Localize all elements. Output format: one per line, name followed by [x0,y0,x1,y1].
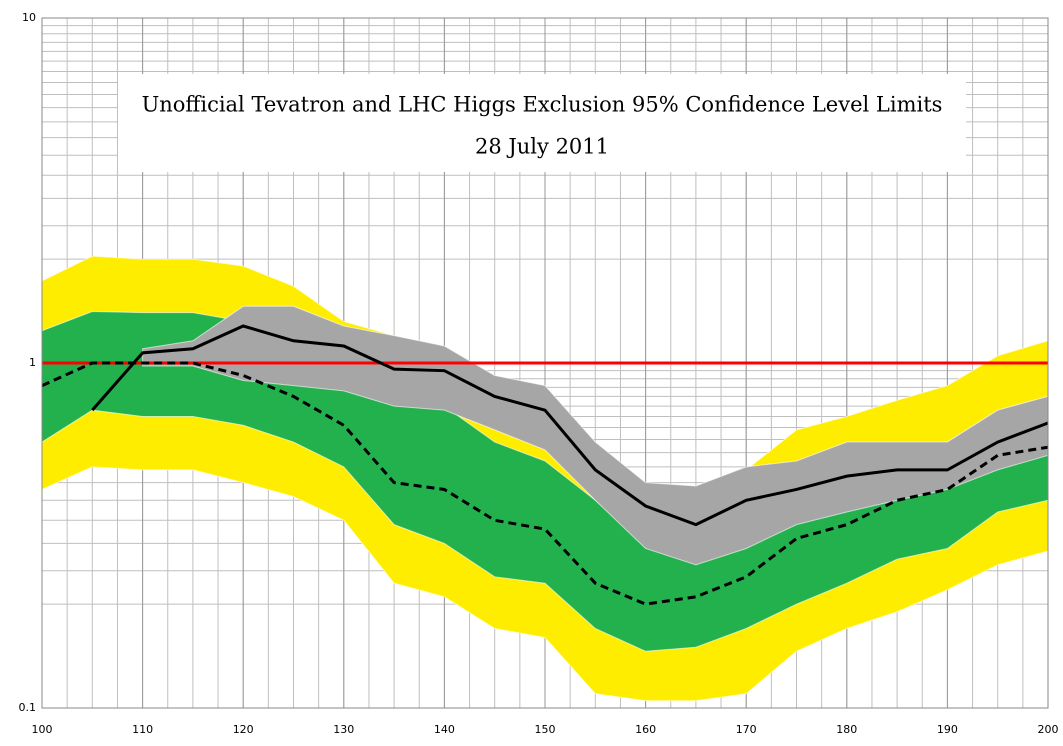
x-tick-label: 110 [132,723,153,736]
y-tick-label: 10 [22,11,36,24]
x-tick-label: 120 [233,723,254,736]
x-tick-label: 130 [333,723,354,736]
x-tick-label: 190 [937,723,958,736]
x-tick-label: 170 [736,723,757,736]
x-tick-label: 160 [635,723,656,736]
x-tick-label: 150 [535,723,556,736]
limit-line [41,361,1049,606]
x-tick-label: 100 [32,723,53,736]
title-box [118,74,966,172]
y-tick-label: 1 [29,356,36,369]
chart-title: Unofficial Tevatron and LHC Higgs Exclus… [142,93,943,117]
x-tick-label: 200 [1038,723,1059,736]
x-tick-label: 140 [434,723,455,736]
x-tick-label: 180 [836,723,857,736]
chart-subtitle: 28 July 2011 [475,135,609,159]
plot-frame [41,17,1049,709]
y-tick-label: 0.1 [19,701,37,714]
limit-line [91,324,1049,527]
marks [41,255,1049,702]
